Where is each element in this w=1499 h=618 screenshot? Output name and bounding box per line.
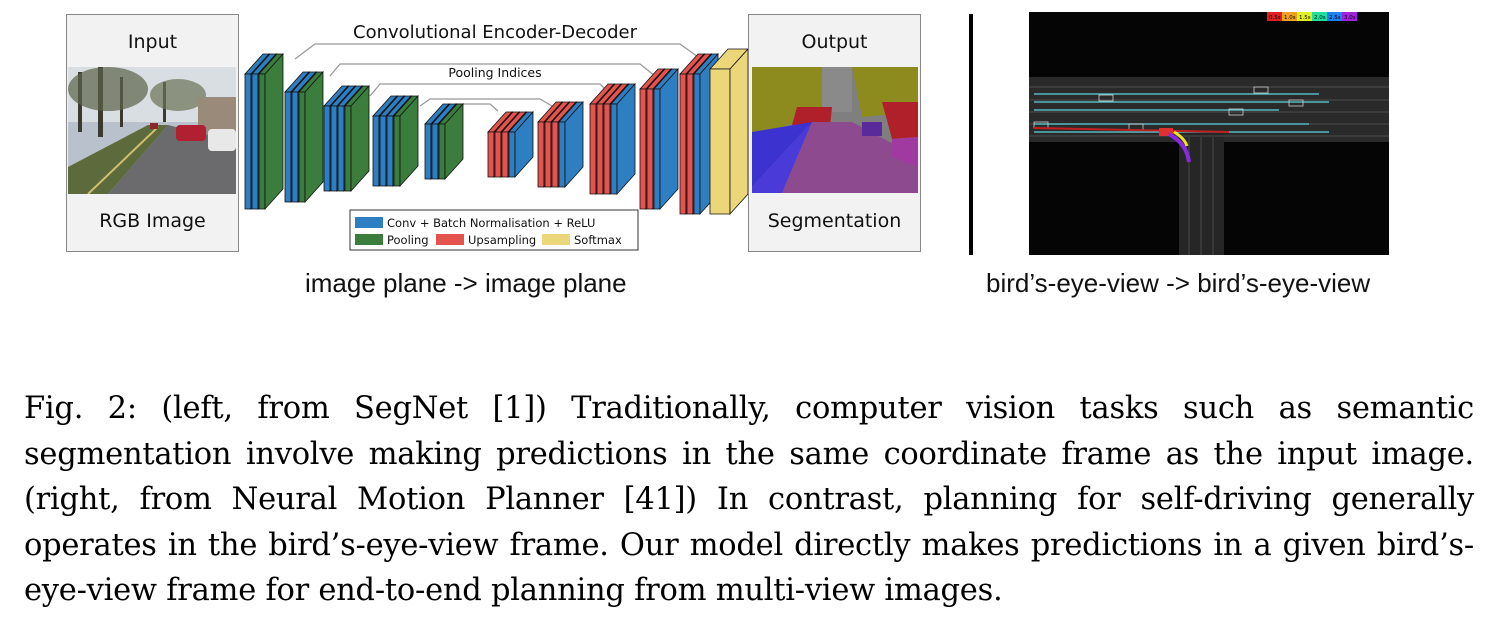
layer-slab-side (729, 48, 748, 216)
encoder-layers (244, 48, 748, 216)
output-title: Output (801, 31, 868, 53)
legend: Conv + Batch Normalisation + ReLU Poolin… (349, 209, 639, 251)
layer-slab (639, 88, 647, 210)
input-title: Input (127, 31, 178, 53)
layer-slab (558, 121, 566, 188)
layer-slab (494, 131, 502, 178)
legend-conv-label: Conv + Batch Normalisation + ReLU (387, 216, 595, 230)
layer-slab (679, 73, 687, 215)
layer-slab-side (616, 82, 636, 196)
layer-slab-side (444, 102, 464, 181)
layer-slab (284, 91, 292, 203)
layer-slab (610, 103, 618, 195)
colorbar-tick-4: 2.5s (1329, 15, 1341, 21)
layer-slab (323, 105, 331, 192)
layer-slab (544, 121, 552, 188)
layer-slab (344, 105, 352, 192)
layer-slab (386, 115, 394, 187)
colorbar-tick-1: 1.0s (1284, 15, 1296, 21)
layer-slab (501, 131, 509, 178)
encoder-decoder-diagram: Convolutional Encoder-Decoder Pooling In… (244, 22, 748, 251)
layer-slab-side (264, 52, 284, 211)
colorbar-tick-0: 0.5s (1269, 15, 1281, 21)
layer-slab (596, 103, 604, 195)
colorbar-tick-2: 1.5s (1299, 15, 1311, 21)
layer-slab (393, 115, 401, 187)
legend-softmax-swatch (542, 234, 570, 245)
layer-slab (372, 115, 380, 187)
layer-slab (603, 103, 611, 195)
layer-slab (251, 73, 259, 210)
layer-slab (646, 88, 654, 210)
layer-slab (291, 91, 299, 203)
rgb-image (68, 67, 236, 194)
layer-slab-side (564, 100, 584, 189)
legend-upsampling-swatch (436, 234, 464, 245)
layer-slab (438, 123, 446, 180)
layer-slab (330, 105, 338, 192)
layer-slab (424, 123, 432, 180)
bev-image: 0.5s 1.0s 1.5s 2.0s 2.5s 3.0s (1029, 12, 1389, 255)
colorbar-tick-3: 2.0s (1314, 15, 1326, 21)
legend-conv-swatch (355, 217, 383, 228)
pooling-indices-label: Pooling Indices (448, 65, 541, 80)
layer-slab-side (399, 94, 419, 188)
input-box: Input RGB Image (66, 14, 239, 252)
layer-slab (709, 68, 731, 215)
segmentation-image (752, 67, 918, 193)
layer-slab (337, 105, 345, 192)
network-top-label: Convolutional Encoder-Decoder (353, 22, 638, 43)
layer-slab-side (304, 70, 324, 204)
right-panel-caption: bird’s-eye-view -> bird’s-eye-view (986, 268, 1371, 298)
layer-slab (693, 73, 701, 215)
colorbar-tick-5: 3.0s (1344, 15, 1356, 21)
layer-slab (653, 88, 661, 210)
layer-slab (686, 73, 694, 215)
legend-pooling-swatch (355, 234, 383, 245)
layer-slab-side (659, 67, 679, 211)
layer-slab (508, 131, 516, 178)
left-panel-caption: image plane -> image plane (305, 268, 627, 298)
figure-caption: Fig. 2: (left, from SegNet [1]) Traditio… (24, 391, 1474, 608)
legend-upsampling-label: Upsampling (468, 233, 536, 247)
layer-slab (258, 73, 266, 210)
output-subtitle: Segmentation (767, 210, 902, 232)
layer-slab (298, 91, 306, 203)
legend-softmax-label: Softmax (574, 233, 622, 247)
layer-slab-side (514, 110, 534, 179)
layer-slab (589, 103, 597, 195)
input-subtitle: RGB Image (99, 210, 206, 232)
layer-slab (487, 131, 495, 178)
legend-pooling-label: Pooling (387, 233, 429, 247)
layer-slab (431, 123, 439, 180)
layer-slab (551, 121, 559, 188)
layer-slab-side (350, 84, 370, 193)
layer-slab (379, 115, 387, 187)
panel-divider (969, 14, 973, 255)
layer-slab (244, 73, 252, 210)
output-box: Output Segmentation (748, 14, 921, 252)
colorbar: 0.5s 1.0s 1.5s 2.0s 2.5s 3.0s (1267, 12, 1357, 21)
layer-slab (537, 121, 545, 188)
